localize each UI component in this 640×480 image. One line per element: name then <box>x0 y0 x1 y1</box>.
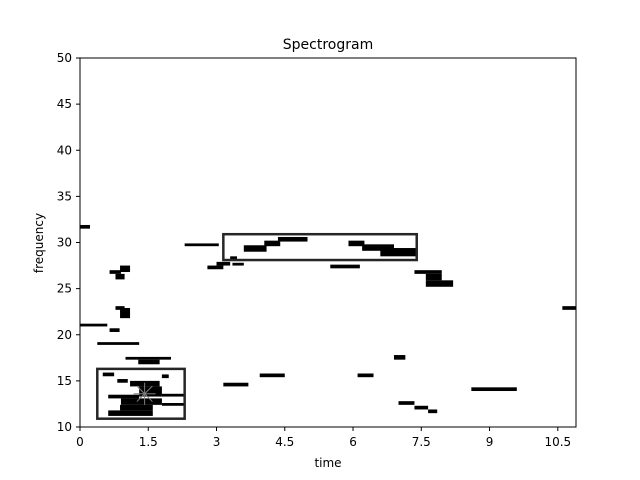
spectrogram-cell-35 <box>425 273 442 281</box>
spectrogram-cell-29 <box>277 236 308 242</box>
y-tick-label-7: 45 <box>57 97 72 111</box>
chart-title: Spectrogram <box>283 37 373 53</box>
x-tick-label-5: 7.5 <box>412 435 431 449</box>
x-tick-label-3: 4.5 <box>275 435 294 449</box>
spectrogram-cell-15 <box>139 386 162 397</box>
x-axis-label: time <box>314 456 341 470</box>
spectrogram-cell-21 <box>108 410 153 416</box>
spectrogram-cell-24 <box>216 261 231 266</box>
spectrogram-cell-39 <box>259 373 285 378</box>
detection-boxes <box>96 232 418 420</box>
spectrogram-cell-31 <box>348 240 365 247</box>
y-tick-label-5: 35 <box>57 189 72 203</box>
spectrogram-cell-25 <box>230 256 237 261</box>
x-tick-label-2: 3 <box>213 435 221 449</box>
star-marker-0 <box>133 382 156 405</box>
spectrogram-cell-37 <box>393 355 406 360</box>
spectrogram-cell-3 <box>97 342 140 345</box>
spectrogram-cell-23 <box>207 265 224 270</box>
y-tick-label-1: 15 <box>57 374 72 388</box>
plot-area <box>79 57 577 428</box>
spectrogram-cell-4 <box>109 270 121 274</box>
spectrogram-cell-40 <box>357 373 374 378</box>
spectrogram-cell-32 <box>362 244 394 251</box>
y-tick-label-0: 10 <box>57 420 72 434</box>
spectrogram-cell-33 <box>380 248 417 257</box>
spectrogram-cell-19 <box>161 403 185 406</box>
x-tick-label-4: 6 <box>349 435 357 449</box>
spectrogram-cell-17 <box>161 393 185 397</box>
spectrogram-cell-2 <box>109 328 120 332</box>
x-tick-label-6: 9 <box>486 435 494 449</box>
spectrogram-cell-9 <box>125 356 171 360</box>
detection-box-1 <box>222 232 418 262</box>
spectrogram-cell-11 <box>102 372 115 377</box>
y-tick-label-2: 20 <box>57 328 72 342</box>
spectrogram-cells <box>80 224 576 416</box>
spectrogram-cell-5 <box>115 273 125 280</box>
spectrogram-cell-1 <box>80 323 108 327</box>
spectrogram-cell-45 <box>562 306 576 310</box>
spectrogram-cell-26 <box>232 262 244 266</box>
x-tick-label-0: 0 <box>76 435 84 449</box>
spectrogram-cell-38 <box>223 382 249 387</box>
spectrogram-cell-12 <box>117 379 128 383</box>
spectrogram-cell-28 <box>264 240 281 247</box>
y-axis-label: frequency <box>32 213 46 273</box>
spectrogram-cell-0 <box>80 224 91 229</box>
spectrogram-cell-36 <box>425 280 454 287</box>
y-tick-label-8: 50 <box>57 51 72 65</box>
peak-markers <box>133 382 156 405</box>
y-axis-ticks: 10 15 20 25 30 35 40 45 50 <box>57 51 80 434</box>
spectrogram-cell-6 <box>120 265 131 273</box>
spectrogram-cell-18 <box>120 398 162 405</box>
axes-background <box>80 58 576 427</box>
spectrogram-cell-27 <box>243 245 267 252</box>
spectrogram-cell-42 <box>414 405 429 410</box>
spectrogram-cell-8 <box>120 308 131 319</box>
spectrogram-cell-20 <box>120 404 153 411</box>
x-axis-ticks: 0 1.5 3 4.5 6 7.5 9 10.5 <box>76 427 571 449</box>
spectrogram-cell-44 <box>471 387 517 392</box>
spectrogram-cell-34 <box>414 270 442 274</box>
spectrogram-cell-7 <box>115 306 125 310</box>
spectrogram-cell-22 <box>184 243 219 247</box>
spectrogram-cell-43 <box>428 409 438 414</box>
x-tick-label-1: 1.5 <box>139 435 158 449</box>
detection-box-0 <box>96 367 186 420</box>
y-tick-label-4: 30 <box>57 236 72 250</box>
y-tick-label-3: 25 <box>57 282 72 296</box>
x-tick-label-7: 10.5 <box>544 435 571 449</box>
y-tick-label-6: 40 <box>57 143 72 157</box>
spectrogram-cell-16 <box>108 394 140 399</box>
spectrogram-cell-30 <box>330 264 360 269</box>
spectrogram-cell-41 <box>398 401 415 405</box>
spectrogram-cell-14 <box>161 374 169 379</box>
spectrogram-cell-10 <box>138 359 160 365</box>
